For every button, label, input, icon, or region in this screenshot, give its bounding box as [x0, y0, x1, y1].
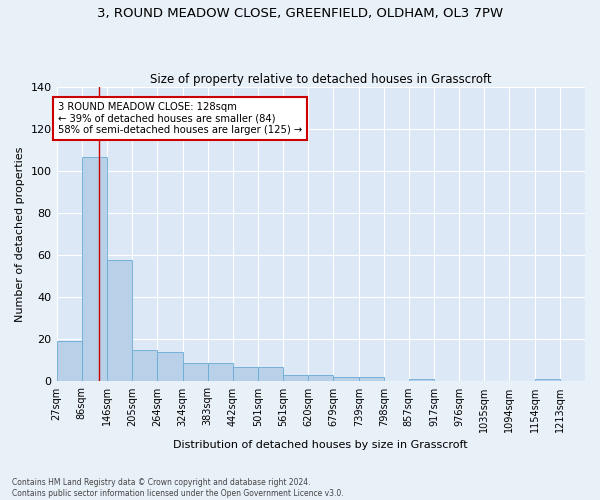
Bar	[157, 352, 182, 382]
Bar	[132, 350, 157, 382]
Bar	[258, 366, 283, 382]
Text: 3, ROUND MEADOW CLOSE, GREENFIELD, OLDHAM, OL3 7PW: 3, ROUND MEADOW CLOSE, GREENFIELD, OLDHA…	[97, 8, 503, 20]
Bar	[56, 342, 82, 382]
Y-axis label: Number of detached properties: Number of detached properties	[15, 146, 25, 322]
Bar	[182, 362, 208, 382]
Bar	[409, 380, 434, 382]
Bar	[308, 375, 333, 382]
Bar	[233, 366, 258, 382]
Bar	[535, 380, 560, 382]
Bar	[333, 377, 359, 382]
Bar	[208, 362, 233, 382]
Title: Size of property relative to detached houses in Grasscroft: Size of property relative to detached ho…	[150, 73, 491, 86]
Bar	[82, 156, 107, 382]
Bar	[359, 377, 384, 382]
X-axis label: Distribution of detached houses by size in Grasscroft: Distribution of detached houses by size …	[173, 440, 468, 450]
Bar	[107, 260, 132, 382]
Bar	[283, 375, 308, 382]
Text: Contains HM Land Registry data © Crown copyright and database right 2024.
Contai: Contains HM Land Registry data © Crown c…	[12, 478, 344, 498]
Text: 3 ROUND MEADOW CLOSE: 128sqm
← 39% of detached houses are smaller (84)
58% of se: 3 ROUND MEADOW CLOSE: 128sqm ← 39% of de…	[58, 102, 302, 135]
